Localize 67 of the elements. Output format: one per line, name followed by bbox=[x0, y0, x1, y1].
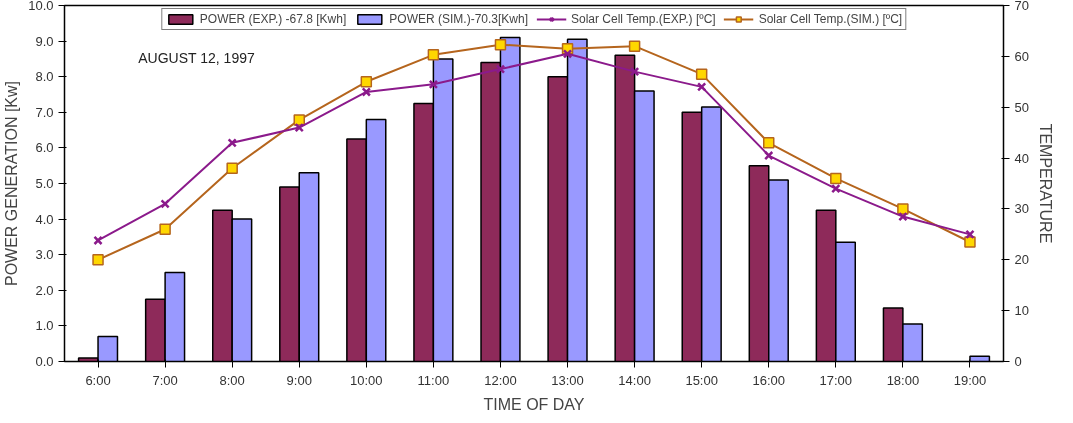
legend-label: Solar Cell Temp.(SIM.) [ºC] bbox=[758, 12, 903, 26]
y-tick-label: 7.0 bbox=[35, 104, 54, 120]
point bbox=[696, 82, 707, 92]
y2-tick-label: 20 bbox=[1014, 252, 1029, 268]
x-tick-label: 14:00 bbox=[618, 372, 651, 388]
point bbox=[294, 122, 305, 133]
annotation: AUGUST 12, 1997 bbox=[138, 50, 255, 67]
point bbox=[629, 66, 640, 77]
y-tick-label: 8.0 bbox=[35, 69, 54, 85]
x-tick-label: 8:00 bbox=[219, 372, 245, 388]
y-tick-label: 3.0 bbox=[35, 247, 54, 263]
point bbox=[160, 199, 170, 209]
y2-tick-label: 50 bbox=[1014, 99, 1029, 115]
point bbox=[964, 236, 976, 248]
legend-label: POWER (EXP.) -67.8 [Kwh] bbox=[199, 12, 347, 26]
y2-tick-label: 0 bbox=[1014, 354, 1022, 369]
point bbox=[898, 211, 908, 222]
point bbox=[93, 235, 103, 246]
x-tick-label: 17:00 bbox=[819, 372, 853, 388]
point bbox=[361, 87, 372, 97]
point bbox=[427, 49, 440, 61]
legend-label: Solar Cell Temp.(EXP.) [ºC] bbox=[571, 12, 716, 26]
y2-axis-title: TEMPERATURE bbox=[1036, 123, 1054, 244]
y-tick-label: 1.0 bbox=[35, 318, 54, 334]
x-tick-label: 13:00 bbox=[551, 372, 584, 388]
x-axis-title: TIME OF DAY bbox=[483, 395, 585, 413]
y2-tick-label: 70 bbox=[1014, 0, 1029, 13]
point bbox=[695, 68, 708, 80]
point bbox=[227, 138, 237, 148]
x-tick-label: 18:00 bbox=[886, 372, 920, 388]
x-tick-label: 9:00 bbox=[286, 372, 312, 388]
point bbox=[226, 162, 238, 174]
point bbox=[897, 203, 909, 215]
point bbox=[495, 64, 506, 74]
x-tick-label: 19:00 bbox=[953, 372, 987, 388]
point bbox=[159, 223, 171, 236]
x-tick-label: 6:00 bbox=[85, 372, 111, 388]
y-tick-label: 5.0 bbox=[35, 176, 54, 191]
y-tick-label: 2.0 bbox=[35, 282, 54, 298]
y2-tick-label: 30 bbox=[1014, 201, 1029, 217]
x-tick-label: 12:00 bbox=[484, 372, 517, 388]
x-tick-label: 10:00 bbox=[350, 372, 383, 388]
y-tick-label: 9.0 bbox=[35, 33, 54, 49]
y2-tick-label: 60 bbox=[1014, 48, 1029, 64]
point bbox=[763, 150, 774, 161]
y2-tick-label: 40 bbox=[1014, 150, 1029, 166]
x-tick-label: 15:00 bbox=[685, 372, 718, 388]
point bbox=[628, 40, 641, 52]
point bbox=[428, 79, 439, 90]
x-tick-label: 7:00 bbox=[152, 372, 178, 388]
y-tick-label: 10.0 bbox=[28, 0, 54, 13]
point bbox=[494, 38, 507, 51]
y-axis-title: POWER GENERATION [Kw] bbox=[3, 80, 21, 287]
x-tick-label: 16:00 bbox=[752, 372, 786, 388]
point bbox=[830, 172, 842, 185]
legend-label: POWER (SIM.)-70.3[Kwh] bbox=[389, 12, 529, 26]
point bbox=[831, 183, 841, 194]
y-tick-label: 4.0 bbox=[35, 211, 54, 227]
x-tick-label: 11:00 bbox=[417, 372, 450, 388]
point bbox=[965, 229, 975, 240]
y-tick-label: 6.0 bbox=[35, 140, 54, 156]
point bbox=[562, 49, 573, 59]
point bbox=[763, 137, 775, 149]
y2-tick-label: 10 bbox=[1014, 303, 1029, 319]
point bbox=[92, 254, 104, 266]
point bbox=[360, 76, 373, 88]
y-tick-label: 0.0 bbox=[35, 354, 54, 369]
